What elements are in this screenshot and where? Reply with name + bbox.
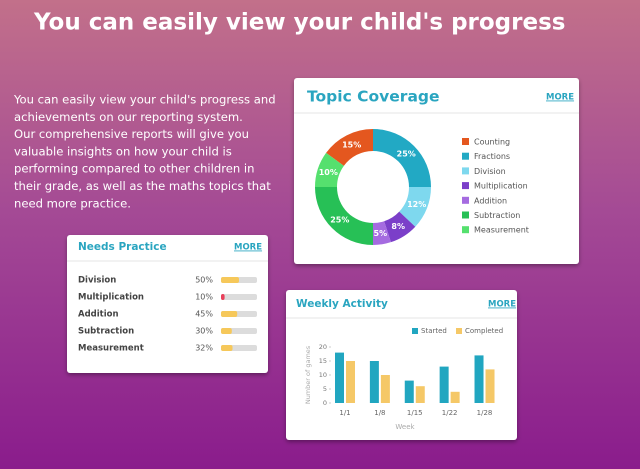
donut-segment xyxy=(373,129,431,187)
segment-label: 15% xyxy=(342,141,361,150)
legend-label: Counting xyxy=(474,138,510,147)
bar xyxy=(369,361,379,403)
card xyxy=(67,235,268,373)
intro-line: achievements on our reporting system. xyxy=(14,110,243,124)
legend-label: Addition xyxy=(474,196,507,205)
legend-label: Started xyxy=(421,327,447,335)
progress-bar xyxy=(221,294,225,300)
intro-line: their grade, as well as the maths topics… xyxy=(14,179,271,193)
y-tick-label: 0 xyxy=(323,399,327,407)
topic-name: Subtraction xyxy=(78,327,134,337)
x-tick-label: 1/15 xyxy=(407,409,423,417)
donut-segment xyxy=(315,152,344,187)
bar xyxy=(474,355,484,403)
intro-line: You can easily view your child's progres… xyxy=(13,93,276,107)
intro-line: need more practice. xyxy=(14,196,131,210)
legend-swatch xyxy=(462,167,469,175)
card xyxy=(294,78,579,264)
legend-label: Multiplication xyxy=(474,182,528,191)
y-tick-label: 20 xyxy=(319,343,327,351)
topic-name: Multiplication xyxy=(78,293,144,303)
bar xyxy=(415,386,425,403)
progress-track xyxy=(221,294,257,300)
legend-swatch xyxy=(456,328,462,334)
more-link[interactable]: MORE xyxy=(234,243,262,253)
segment-label: 25% xyxy=(330,216,349,225)
intro-line: valuable insights on how your child is xyxy=(14,144,232,158)
y-axis-label: Number of games xyxy=(304,345,312,404)
legend-swatch xyxy=(462,152,469,160)
segment-label: 25% xyxy=(397,149,416,158)
x-axis-label: Week xyxy=(395,423,415,431)
bar xyxy=(450,391,460,403)
legend-swatch xyxy=(462,182,469,190)
topic-name: Division xyxy=(78,276,116,286)
legend-swatch xyxy=(412,328,418,334)
donut-segment xyxy=(399,187,431,227)
card-title: Topic Coverage xyxy=(307,88,440,106)
card-title: Weekly Activity xyxy=(296,298,388,310)
intro-line: Our comprehensive reports will give you xyxy=(14,127,249,141)
bar xyxy=(335,352,344,403)
progress-bar xyxy=(221,277,239,283)
x-tick-label: 1/22 xyxy=(442,409,458,417)
legend-label: Measurement xyxy=(474,226,529,235)
legend-swatch xyxy=(462,196,469,204)
intro-line: performing compared to other children in xyxy=(14,162,255,176)
more-link[interactable]: MORE xyxy=(546,93,574,103)
more-link[interactable]: MORE xyxy=(488,300,516,310)
donut-segment xyxy=(384,211,416,243)
donut-segment xyxy=(373,221,391,245)
bar xyxy=(439,366,449,403)
legend-swatch xyxy=(462,226,469,234)
page-title: You can easily view your child's progres… xyxy=(33,10,565,36)
percent-label: 32% xyxy=(195,344,213,353)
x-tick-label: 1/8 xyxy=(374,409,385,417)
card-title: Needs Practice xyxy=(78,241,167,253)
percent-label: 50% xyxy=(195,276,213,285)
bar xyxy=(485,369,495,403)
x-tick-label: 1/28 xyxy=(477,409,493,417)
progress-bar xyxy=(221,311,238,317)
donut-segment xyxy=(315,187,373,245)
legend-label: Completed xyxy=(465,327,503,335)
y-tick-label: 5 xyxy=(323,385,327,393)
segment-label: 12% xyxy=(407,200,426,209)
progress-bar xyxy=(221,328,232,334)
y-tick-label: 10 xyxy=(319,371,327,379)
bar xyxy=(404,380,414,403)
percent-label: 30% xyxy=(195,327,213,336)
progress-bar xyxy=(221,345,233,351)
legend-label: Subtraction xyxy=(474,211,520,220)
x-tick-label: 1/1 xyxy=(339,409,350,417)
segment-label: 5% xyxy=(374,229,388,238)
percent-label: 45% xyxy=(195,310,213,319)
legend-label: Fractions xyxy=(474,152,510,161)
legend-swatch xyxy=(462,211,469,219)
bar xyxy=(346,361,355,403)
topic-name: Addition xyxy=(78,310,119,320)
legend-label: Division xyxy=(474,167,506,176)
legend-swatch xyxy=(462,138,469,145)
segment-label: 10% xyxy=(319,168,338,177)
percent-label: 10% xyxy=(195,293,213,302)
bar xyxy=(380,375,390,403)
donut-segment xyxy=(326,129,373,166)
topic-name: Measurement xyxy=(78,344,144,354)
segment-label: 8% xyxy=(391,222,405,231)
y-tick-label: 15 xyxy=(319,357,327,365)
